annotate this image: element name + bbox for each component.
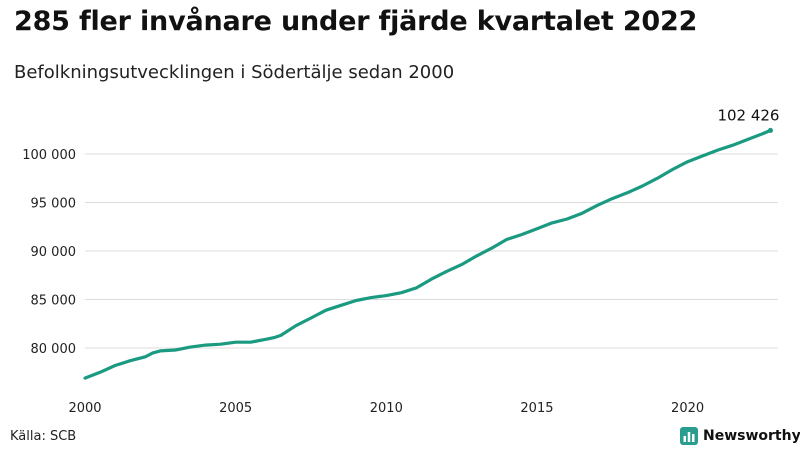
brand-name: Newsworthy (703, 428, 800, 444)
x-tick-label: 2005 (219, 401, 252, 416)
last-value-label: 102 426 (717, 106, 779, 124)
x-tick-label: 2010 (370, 401, 403, 416)
y-tick-label: 90 000 (31, 245, 77, 260)
y-axis-ticks: 80 000 85 000 90 000 95 000 100 000 (22, 148, 76, 357)
chart-title: 285 fler invånare under fjärde kvartalet… (14, 6, 698, 37)
x-tick-label: 2015 (520, 401, 553, 416)
x-tick-label: 2000 (68, 401, 101, 416)
last-data-point (767, 127, 773, 133)
x-tick-label: 2020 (671, 401, 704, 416)
brand-logo[interactable]: Newsworthy (680, 427, 800, 445)
y-tick-label: 85 000 (31, 294, 77, 309)
y-tick-label: 80 000 (31, 342, 77, 357)
x-axis-ticks: 2000 2005 2010 2015 2020 (68, 401, 704, 416)
population-series-line (83, 128, 773, 380)
y-tick-label: 100 000 (22, 148, 76, 163)
grid-lines (85, 153, 778, 349)
bar-chart-icon (680, 427, 698, 445)
y-tick-label: 95 000 (31, 196, 77, 211)
chart-subtitle: Befolkningsutvecklingen i Södertälje sed… (14, 62, 455, 83)
source-note: Källa: SCB (10, 429, 77, 444)
